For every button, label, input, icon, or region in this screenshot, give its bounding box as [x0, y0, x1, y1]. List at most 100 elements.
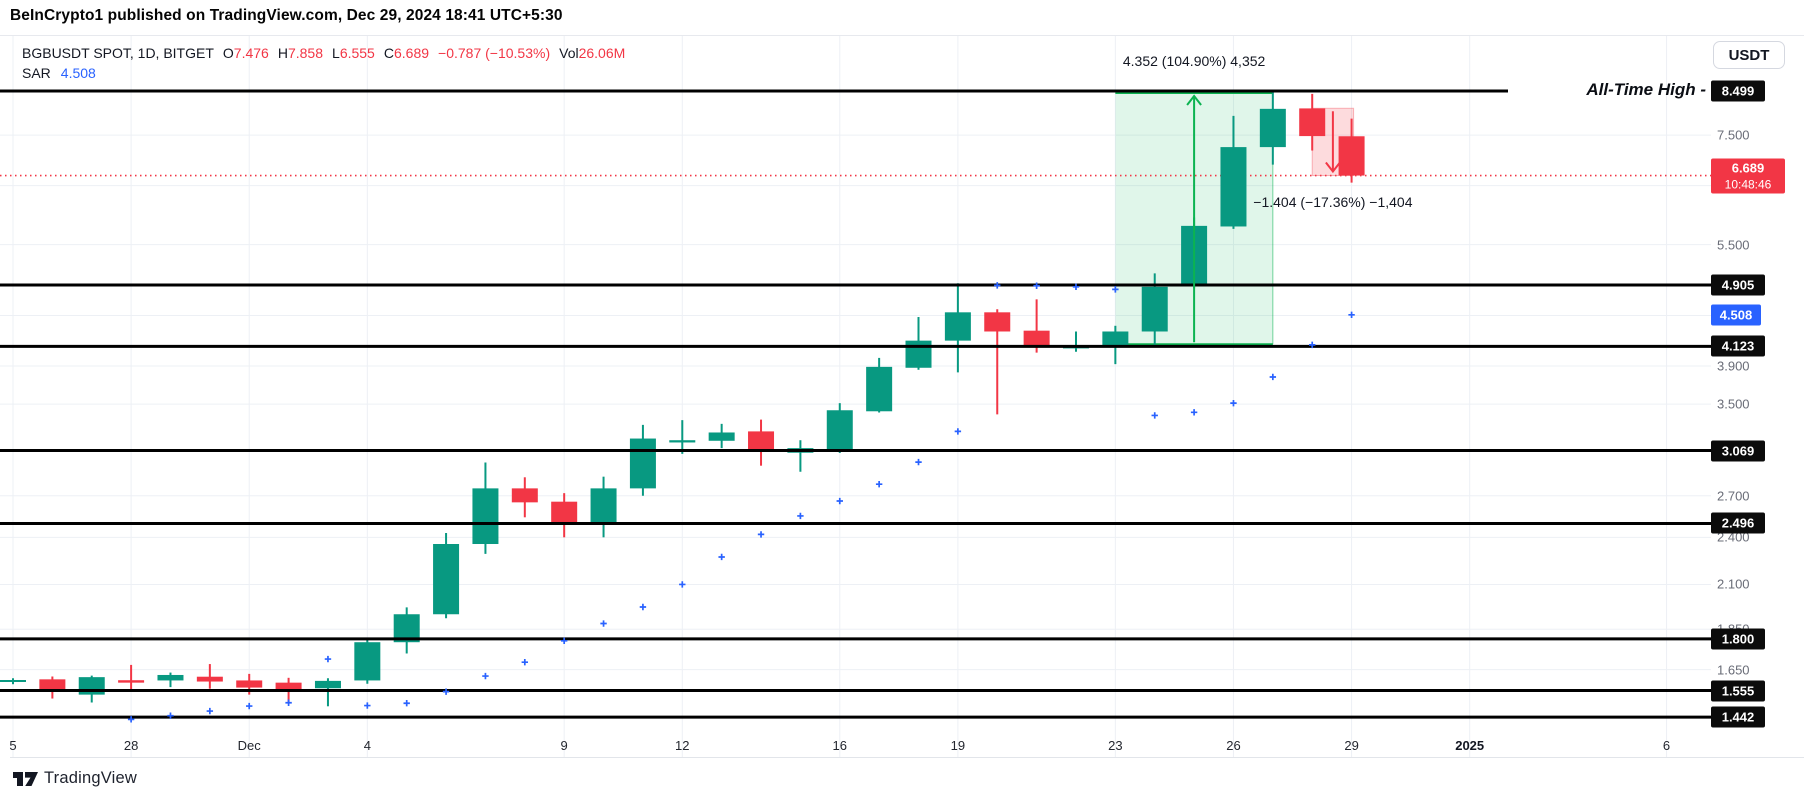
candle-body[interactable]	[905, 340, 932, 368]
price-level-badge[interactable]: 2.496	[1711, 512, 1765, 534]
sar-dot[interactable]	[285, 699, 292, 706]
time-tick-label[interactable]: 2025	[1455, 738, 1485, 753]
candle-body[interactable]	[1220, 147, 1247, 227]
sar-dot[interactable]	[1190, 409, 1198, 416]
time-tick-label[interactable]: 6	[1662, 738, 1671, 753]
sar-label[interactable]: SAR	[22, 65, 51, 81]
symbol-title[interactable]: BGBUSDT SPOT, 1D, BITGET	[22, 45, 214, 61]
sar-dot[interactable]	[206, 707, 214, 715]
sar-dot[interactable]	[954, 428, 962, 435]
candle-body[interactable]	[1141, 286, 1168, 332]
time-tick-label[interactable]: Dec	[237, 738, 261, 753]
price-level-badge[interactable]: 1.442	[1711, 706, 1765, 728]
bar-countdown: 10:48:46	[1724, 177, 1772, 192]
price-level-badge[interactable]: 1.555	[1711, 680, 1765, 701]
candle-body[interactable]	[314, 680, 341, 689]
sar-dot[interactable]	[246, 702, 253, 710]
candle-body[interactable]	[1338, 136, 1365, 176]
last-price-badge[interactable]: 6.689 10:48:46	[1711, 158, 1785, 194]
sar-dot[interactable]	[915, 458, 922, 466]
sar-dot[interactable]	[560, 637, 568, 645]
candle-body[interactable]	[708, 432, 735, 441]
candle-body[interactable]	[984, 312, 1011, 332]
close-value: 6.689	[393, 45, 430, 61]
sar-dot[interactable]	[324, 655, 332, 663]
candle-body[interactable]	[0, 679, 26, 682]
time-tick-label[interactable]: 5	[9, 738, 17, 753]
candle-body[interactable]	[1102, 331, 1129, 347]
price-level-badge[interactable]: 8.499	[1711, 80, 1765, 102]
sar-dot[interactable]	[1269, 373, 1277, 381]
candle-body[interactable]	[157, 674, 184, 681]
time-tick-label[interactable]: 19	[950, 738, 966, 753]
candle-body[interactable]	[433, 544, 460, 615]
currency-toggle-button[interactable]: USDT	[1713, 41, 1785, 69]
sar-dot[interactable]	[364, 702, 371, 709]
low-label: L	[332, 45, 340, 61]
time-tick-label[interactable]: 12	[675, 738, 690, 753]
candle-body[interactable]	[472, 488, 499, 545]
sar-dot[interactable]	[757, 531, 765, 538]
candle-body[interactable]	[354, 642, 381, 681]
candle-body[interactable]	[275, 682, 302, 692]
candle-body[interactable]	[629, 438, 656, 489]
candle-body[interactable]	[39, 679, 66, 690]
sar-dot[interactable]	[600, 620, 607, 627]
sar-dot[interactable]	[639, 603, 647, 611]
sar-dot[interactable]	[1348, 311, 1355, 319]
price-level-badge[interactable]: 3.069	[1711, 440, 1765, 462]
sar-dot[interactable]	[797, 512, 804, 520]
time-tick-label[interactable]: 23	[1108, 738, 1123, 753]
price-level-badge[interactable]: 4.123	[1711, 335, 1765, 357]
sar-dot[interactable]	[875, 480, 883, 488]
measurement-up-label[interactable]: 4.352 (104.90%) 4,352	[1122, 53, 1266, 69]
sar-dot[interactable]	[1151, 412, 1158, 419]
candle-body[interactable]	[826, 410, 853, 451]
time-tick-label[interactable]: 26	[1226, 738, 1241, 753]
time-tick-label[interactable]: 9	[560, 738, 568, 753]
open-value: 7.476	[233, 45, 269, 61]
sar-dot[interactable]	[127, 716, 135, 723]
measurement-down-label[interactable]: −1.404 (−17.36%) −1,404	[1253, 193, 1413, 210]
sar-dot[interactable]	[403, 700, 410, 707]
candle-body[interactable]	[196, 676, 223, 682]
candle-body[interactable]	[511, 488, 538, 503]
time-tick-label[interactable]: 29	[1344, 738, 1359, 753]
time-tick-label[interactable]: 4	[363, 738, 371, 753]
sar-dot[interactable]	[482, 672, 489, 680]
header-divider	[0, 35, 1804, 36]
sar-dot[interactable]	[521, 658, 529, 666]
sar-dot[interactable]	[994, 282, 1001, 289]
candle-body[interactable]	[866, 366, 893, 412]
sar-value: 4.508	[60, 65, 96, 81]
sar-value-badge[interactable]: 4.508	[1711, 304, 1761, 326]
candle-body[interactable]	[590, 488, 617, 523]
candle-body[interactable]	[1023, 330, 1050, 346]
sar-dot[interactable]	[442, 688, 450, 695]
price-tick-label: 2.100	[1717, 576, 1750, 592]
sar-dot[interactable]	[679, 581, 686, 588]
candle-body[interactable]	[944, 312, 971, 341]
sar-dot[interactable]	[718, 553, 725, 561]
time-tick-label[interactable]: 16	[832, 738, 847, 753]
candle-body[interactable]	[1259, 108, 1286, 148]
sar-dot[interactable]	[1072, 283, 1080, 291]
sar-dot[interactable]	[1033, 282, 1040, 289]
sar-dot[interactable]	[1230, 399, 1237, 407]
all-time-high-label[interactable]: All-Time High -	[1586, 80, 1706, 99]
candle-body[interactable]	[236, 680, 263, 688]
tradingview-logo[interactable]: TradingView	[13, 769, 137, 788]
sar-dot[interactable]	[836, 497, 843, 505]
candle-body[interactable]	[1299, 108, 1326, 137]
price-level-badge[interactable]: 4.905	[1711, 274, 1765, 296]
time-tick-label[interactable]: 28	[123, 738, 139, 753]
price-level-badge[interactable]: 1.800	[1711, 628, 1765, 650]
candle-body[interactable]	[551, 501, 578, 523]
candle-body[interactable]	[669, 440, 696, 443]
candle-body[interactable]	[118, 680, 145, 683]
sar-dot[interactable]	[1309, 341, 1316, 349]
sar-dot[interactable]	[1112, 286, 1119, 293]
sar-dot[interactable]	[167, 712, 174, 719]
candle-body[interactable]	[748, 431, 775, 452]
